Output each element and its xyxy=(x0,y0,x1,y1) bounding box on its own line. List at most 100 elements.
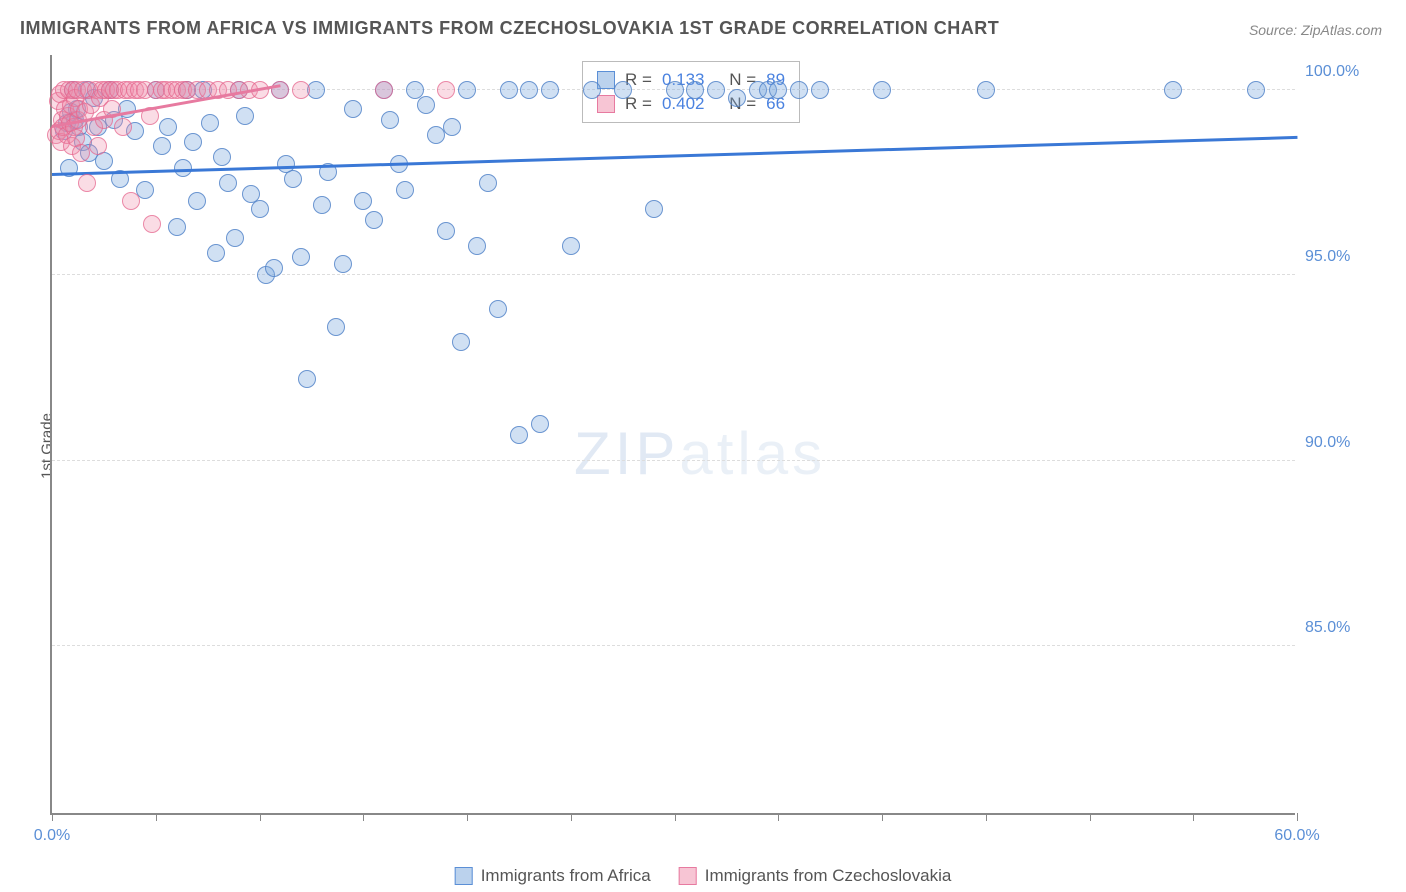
scatter-point-africa xyxy=(344,100,362,118)
scatter-point-africa xyxy=(769,81,787,99)
scatter-point-africa xyxy=(873,81,891,99)
xtick xyxy=(986,813,987,821)
scatter-point-africa xyxy=(479,174,497,192)
xtick-label: 0.0% xyxy=(34,827,70,845)
scatter-point-africa xyxy=(562,237,580,255)
source-attribution: Source: ZipAtlas.com xyxy=(1249,22,1382,38)
scatter-point-czech xyxy=(375,81,393,99)
xtick xyxy=(571,813,572,821)
scatter-point-africa xyxy=(443,118,461,136)
ytick-label: 100.0% xyxy=(1305,63,1385,81)
xtick xyxy=(363,813,364,821)
scatter-point-africa xyxy=(184,133,202,151)
xtick xyxy=(675,813,676,821)
xtick-label: 60.0% xyxy=(1274,827,1319,845)
gridline-h xyxy=(52,645,1295,646)
xtick xyxy=(1090,813,1091,821)
scatter-point-africa xyxy=(437,222,455,240)
scatter-point-czech xyxy=(72,144,90,162)
scatter-point-africa xyxy=(207,244,225,262)
legend-label-africa: Immigrants from Africa xyxy=(481,866,651,886)
scatter-point-africa xyxy=(327,318,345,336)
scatter-point-africa xyxy=(381,111,399,129)
scatter-point-czech xyxy=(122,192,140,210)
scatter-point-africa xyxy=(468,237,486,255)
scatter-point-africa xyxy=(811,81,829,99)
legend-item-africa: Immigrants from Africa xyxy=(455,866,651,886)
gridline-h xyxy=(52,460,1295,461)
scatter-point-africa xyxy=(226,229,244,247)
watermark-suffix: atlas xyxy=(679,420,826,487)
ytick-label: 90.0% xyxy=(1305,434,1385,452)
scatter-point-africa xyxy=(707,81,725,99)
scatter-point-africa xyxy=(686,81,704,99)
xtick xyxy=(882,813,883,821)
scatter-point-africa xyxy=(427,126,445,144)
scatter-point-africa xyxy=(153,137,171,155)
scatter-point-africa xyxy=(458,81,476,99)
legend-label-czech: Immigrants from Czechoslovakia xyxy=(705,866,952,886)
scatter-point-africa xyxy=(614,81,632,99)
scatter-plot-area: ZIPatlas R = 0.133 N = 89 R = 0.402 N = … xyxy=(50,55,1295,815)
scatter-point-africa xyxy=(251,200,269,218)
scatter-point-africa xyxy=(520,81,538,99)
scatter-point-africa xyxy=(284,170,302,188)
chart-title: IMMIGRANTS FROM AFRICA VS IMMIGRANTS FRO… xyxy=(20,18,999,39)
gridline-h xyxy=(52,274,1295,275)
xtick xyxy=(260,813,261,821)
scatter-point-africa xyxy=(645,200,663,218)
scatter-point-africa xyxy=(334,255,352,273)
scatter-point-africa xyxy=(977,81,995,99)
scatter-point-africa xyxy=(213,148,231,166)
xtick xyxy=(52,813,53,821)
scatter-point-africa xyxy=(541,81,559,99)
xtick xyxy=(1297,813,1298,821)
scatter-point-africa xyxy=(790,81,808,99)
scatter-point-africa xyxy=(417,96,435,114)
scatter-point-africa xyxy=(313,196,331,214)
watermark-prefix: ZIP xyxy=(574,420,679,487)
swatch-blue-icon xyxy=(455,867,473,885)
scatter-point-africa xyxy=(354,192,372,210)
scatter-point-africa xyxy=(489,300,507,318)
watermark: ZIPatlas xyxy=(574,419,826,488)
xtick xyxy=(156,813,157,821)
scatter-point-africa xyxy=(136,181,154,199)
scatter-point-africa xyxy=(1164,81,1182,99)
scatter-point-czech xyxy=(89,137,107,155)
ytick-label: 95.0% xyxy=(1305,248,1385,266)
scatter-point-africa xyxy=(583,81,601,99)
scatter-point-africa xyxy=(510,426,528,444)
scatter-point-africa xyxy=(1247,81,1265,99)
scatter-point-africa xyxy=(265,259,283,277)
xtick xyxy=(467,813,468,821)
scatter-point-africa xyxy=(201,114,219,132)
scatter-point-africa xyxy=(452,333,470,351)
scatter-point-africa xyxy=(168,218,186,236)
bottom-legend: Immigrants from Africa Immigrants from C… xyxy=(455,866,952,886)
scatter-point-africa xyxy=(728,89,746,107)
scatter-point-czech xyxy=(78,174,96,192)
scatter-point-czech xyxy=(292,81,310,99)
scatter-point-africa xyxy=(159,118,177,136)
scatter-point-africa xyxy=(236,107,254,125)
scatter-point-africa xyxy=(666,81,684,99)
scatter-point-africa xyxy=(219,174,237,192)
scatter-point-czech xyxy=(143,215,161,233)
ytick-label: 85.0% xyxy=(1305,619,1385,637)
r-label: R = xyxy=(625,94,652,114)
xtick xyxy=(1193,813,1194,821)
scatter-point-czech xyxy=(114,118,132,136)
scatter-point-africa xyxy=(188,192,206,210)
scatter-point-africa xyxy=(365,211,383,229)
scatter-point-africa xyxy=(531,415,549,433)
scatter-point-africa xyxy=(292,248,310,266)
swatch-pink-icon xyxy=(679,867,697,885)
legend-item-czech: Immigrants from Czechoslovakia xyxy=(679,866,952,886)
scatter-point-africa xyxy=(396,181,414,199)
scatter-point-czech xyxy=(437,81,455,99)
swatch-pink-icon xyxy=(597,95,615,113)
scatter-point-africa xyxy=(500,81,518,99)
xtick xyxy=(778,813,779,821)
trend-line-africa xyxy=(52,136,1297,176)
